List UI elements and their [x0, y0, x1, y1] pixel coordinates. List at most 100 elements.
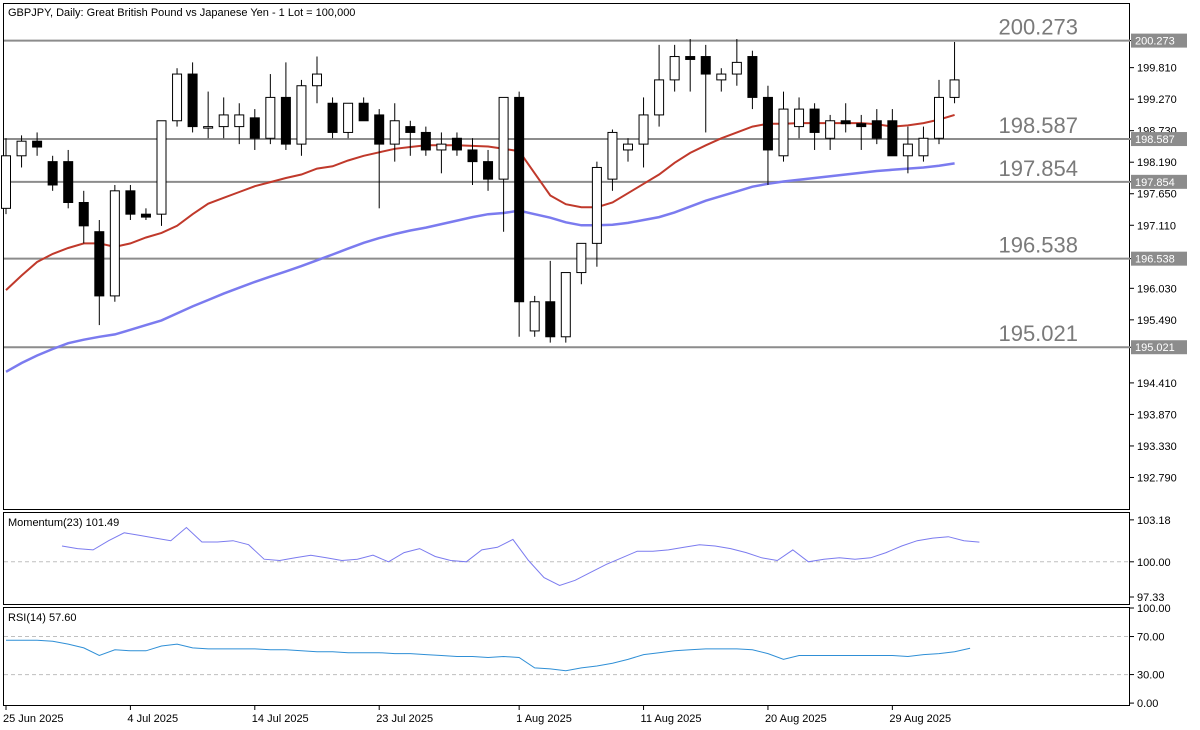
- candle-42: [654, 44, 665, 127]
- candle-37: [576, 242, 587, 285]
- candle-31: [483, 149, 494, 191]
- candle-body: [63, 161, 74, 203]
- candle-36: [560, 272, 571, 343]
- candle-18: [280, 62, 291, 150]
- candle-body: [840, 120, 851, 125]
- price-tick-label: 197.854: [1135, 177, 1175, 189]
- price-tick-label: 199.270: [1137, 94, 1177, 106]
- time-tick-label: 1 Aug 2025: [516, 713, 572, 725]
- candle-body: [731, 61, 742, 75]
- candle-52: [809, 103, 820, 150]
- candle-body: [700, 56, 711, 75]
- candle-body: [685, 56, 696, 60]
- rsi-label: RSI(14) 57.60: [8, 612, 77, 624]
- candle-body: [467, 149, 478, 163]
- candle-body: [483, 161, 494, 180]
- candle-body: [203, 126, 214, 129]
- momentum-label: Momentum(23) 101.49: [8, 517, 119, 529]
- candle-body: [234, 114, 245, 128]
- candle-body: [934, 96, 944, 139]
- candle-body: [794, 108, 805, 128]
- candle-24: [374, 109, 385, 209]
- candle-0: [1, 138, 11, 215]
- momentum-tick-label: 97.33: [1137, 592, 1165, 604]
- price-level-tag: [1131, 132, 1187, 147]
- price-tick-label: 197.650: [1137, 189, 1177, 201]
- candle-39: [607, 129, 618, 191]
- candle-body: [529, 301, 540, 332]
- price-tick-label: 200.273: [1135, 36, 1175, 48]
- candle-body: [156, 120, 167, 215]
- rsi-panel[interactable]: [3, 607, 1130, 706]
- candle-body: [591, 166, 602, 244]
- candle-body: [514, 96, 525, 303]
- candle-body: [265, 96, 276, 139]
- candle-50: [778, 91, 789, 162]
- price-tick-label: 194.410: [1137, 378, 1177, 390]
- candle-body: [405, 126, 416, 133]
- candle-46: [716, 68, 727, 92]
- candle-61: [949, 41, 960, 104]
- candle-body: [249, 117, 260, 139]
- candle-body: [1, 155, 11, 209]
- rsi-tick-label: 30.00: [1137, 670, 1165, 682]
- candle-body: [576, 242, 587, 274]
- candle-body: [312, 73, 322, 87]
- candle-43: [669, 44, 680, 92]
- candle-body: [94, 231, 105, 297]
- price-tick-label: 198.587: [1135, 134, 1175, 146]
- level-label-2: 197.854: [998, 156, 1078, 181]
- time-tick-label: 23 Jul 2025: [376, 713, 433, 725]
- candle-5: [78, 190, 89, 244]
- rsi-tick-label: 70.00: [1137, 632, 1165, 644]
- candle-body: [871, 120, 882, 139]
- candle-body: [716, 73, 727, 81]
- candle-32: [498, 96, 509, 232]
- candle-body: [825, 120, 836, 139]
- candle-7: [109, 184, 120, 302]
- time-tick-label: 29 Aug 2025: [889, 713, 951, 725]
- momentum-panel[interactable]: [3, 512, 1130, 605]
- candle-body: [778, 108, 789, 157]
- candle-8: [125, 184, 136, 221]
- candle-41: [638, 97, 649, 168]
- candle-34: [529, 295, 540, 337]
- level-label-3: 196.538: [998, 233, 1078, 258]
- candle-53: [825, 114, 836, 150]
- candle-body: [109, 190, 120, 297]
- candle-19: [296, 79, 307, 156]
- candle-body: [669, 56, 680, 81]
- candle-body: [125, 190, 136, 215]
- time-tick-label: 4 Jul 2025: [127, 713, 178, 725]
- candle-body: [762, 96, 773, 151]
- candle-12: [187, 62, 198, 133]
- candle-27: [420, 126, 431, 156]
- chart-title: GBPJPY, Daily: Great British Pound vs Ja…: [8, 7, 355, 19]
- candle-body: [47, 161, 58, 186]
- candle-1: [16, 135, 27, 168]
- candle-28: [436, 132, 447, 174]
- candle-23: [358, 97, 369, 122]
- price-tick-label: 195.021: [1135, 342, 1175, 354]
- candle-body: [389, 120, 400, 145]
- candle-body: [78, 201, 89, 227]
- candle-3: [47, 155, 58, 191]
- candle-13: [203, 91, 214, 139]
- time-tick-label: 11 Aug 2025: [641, 713, 702, 725]
- time-tick-label: 14 Jul 2025: [252, 713, 309, 725]
- candle-51: [794, 97, 805, 139]
- candle-21: [327, 97, 338, 139]
- price-tick-label: 197.110: [1137, 220, 1176, 232]
- candle-body: [140, 213, 151, 218]
- candle-body: [218, 114, 229, 128]
- candle-16: [249, 109, 260, 150]
- price-level-tag: [1131, 174, 1187, 189]
- candle-6: [94, 220, 105, 326]
- candle-17: [265, 74, 276, 145]
- candle-45: [700, 44, 711, 133]
- price-tick-label: 198.190: [1137, 157, 1177, 169]
- candle-body: [172, 73, 183, 122]
- candle-26: [405, 120, 416, 156]
- price-tick-label: 193.870: [1137, 409, 1177, 421]
